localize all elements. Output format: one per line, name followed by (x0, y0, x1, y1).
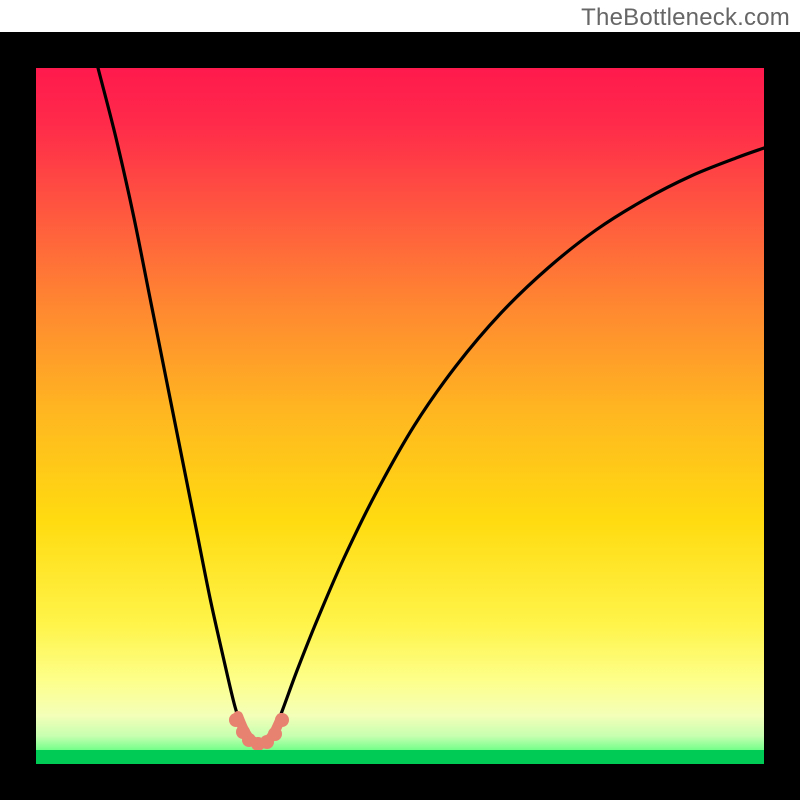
curve-left-branch (98, 68, 243, 733)
chart-container: TheBottleneck.com (0, 0, 800, 800)
curve-right-branch (274, 148, 764, 733)
curve-layer (36, 68, 764, 764)
bottom-green-band (36, 750, 764, 764)
watermark-text: TheBottleneck.com (581, 4, 790, 32)
plot-area (36, 68, 764, 764)
notch-marker-dots (229, 713, 289, 751)
